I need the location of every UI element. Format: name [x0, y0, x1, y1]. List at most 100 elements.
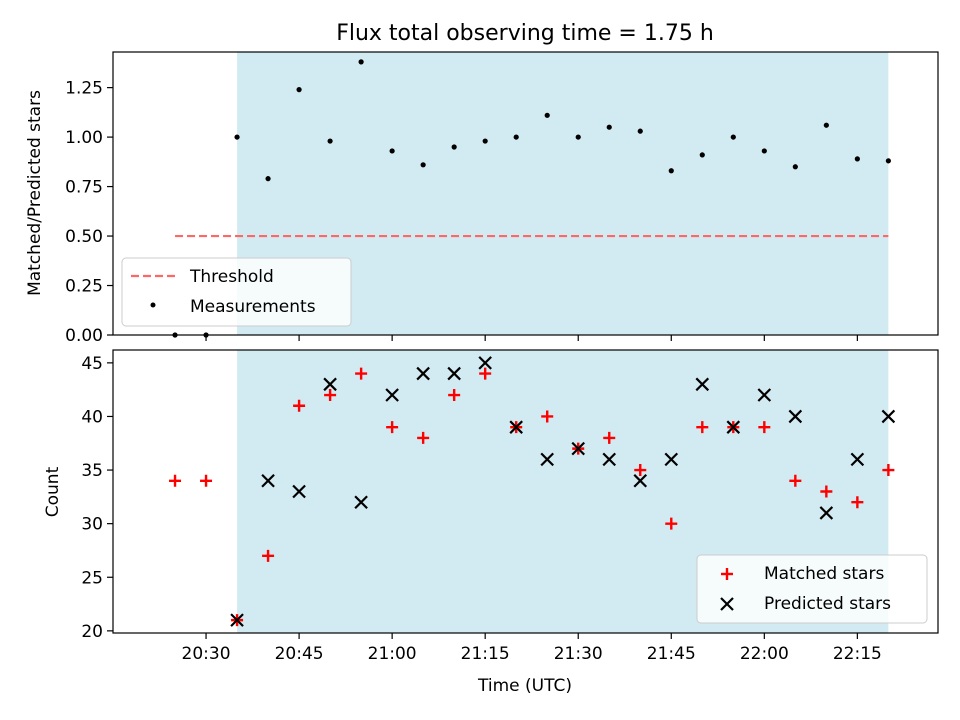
measurement-point — [730, 134, 736, 140]
x-tick-label: 21:45 — [647, 644, 696, 664]
top-legend-box — [121, 257, 352, 327]
x-tick-label: 21:15 — [461, 644, 510, 664]
legend-predicted-label: Predicted stars — [764, 594, 891, 614]
chart-title: Flux total observing time = 1.75 h — [336, 21, 714, 46]
bottom-y-tick-label: 35 — [81, 461, 103, 481]
legend-predicted-swatch — [720, 597, 734, 611]
matched-star-point — [386, 421, 399, 434]
predicted-star-point — [447, 366, 461, 381]
measurement-point — [389, 148, 395, 154]
matched-star-point — [479, 367, 492, 380]
predicted-star-point — [664, 452, 679, 467]
matched-star-point — [758, 421, 771, 434]
matched-star-point — [851, 496, 864, 509]
predicted-star-point — [261, 474, 275, 488]
legend-measurements-swatch — [150, 302, 156, 308]
measurement-point — [451, 144, 457, 150]
top-y-tick-label: 0.00 — [65, 326, 103, 346]
bottom-y-tick-label: 30 — [81, 515, 103, 535]
legend-matched-swatch — [721, 568, 733, 580]
measurement-point — [327, 138, 333, 144]
measurement-point — [420, 162, 426, 168]
top-legend: Threshold Measurements — [121, 257, 352, 327]
measurement-point — [606, 124, 612, 130]
predicted-star-point — [850, 452, 865, 467]
matched-star-point — [541, 410, 554, 423]
predicted-star-point — [354, 495, 368, 509]
matched-star-point — [634, 464, 647, 477]
measurement-point — [358, 59, 364, 65]
predicted-star-point — [788, 409, 803, 424]
measurement-point — [265, 176, 271, 182]
legend-measurements-label: Measurements — [190, 297, 316, 317]
bottom-axes-frame — [112, 349, 939, 634]
bottom-y-tick-label: 40 — [81, 407, 103, 427]
measurement-point — [761, 148, 767, 154]
x-tick-label: 20:30 — [182, 644, 231, 664]
measurement-point — [637, 128, 643, 134]
measurement-point — [823, 122, 829, 128]
bottom-legend: Matched stars Predicted stars — [696, 554, 928, 624]
measurement-point — [296, 87, 302, 93]
legend-threshold-label: Threshold — [189, 267, 274, 287]
measurement-point — [854, 156, 860, 162]
predicted-star-point — [633, 474, 648, 488]
legend-matched-label: Matched stars — [764, 564, 884, 584]
matched-star-point — [169, 474, 182, 487]
measurement-point — [513, 134, 519, 140]
predicted-star-point — [726, 420, 741, 434]
x-tick-label: 20:45 — [275, 644, 324, 664]
bottom-y-tick-label: 20 — [81, 622, 103, 642]
x-tick-label: 21:30 — [554, 644, 603, 664]
measurement-point — [575, 134, 581, 140]
x-tick-label: 22:15 — [833, 644, 882, 664]
matched-star-point — [789, 474, 802, 487]
measurement-point — [699, 152, 705, 158]
matched-star-point — [603, 431, 616, 444]
predicted-star-point — [881, 409, 896, 424]
matched-star-point — [417, 431, 430, 444]
measurement-point — [544, 112, 550, 118]
bottom-y-tick-label: 25 — [81, 568, 103, 588]
predicted-star-point — [757, 388, 772, 402]
bottom-legend-box — [696, 554, 928, 624]
measurement-point — [234, 134, 240, 140]
top-y-tick-label: 0.25 — [65, 277, 103, 297]
matched-star-point — [820, 485, 833, 498]
measurement-point — [482, 138, 488, 144]
predicted-star-point — [292, 484, 306, 499]
matched-star-point — [696, 421, 709, 434]
predicted-star-point — [571, 441, 586, 456]
matched-star-point — [882, 464, 895, 477]
x-tick-label: 21:00 — [368, 644, 417, 664]
predicted-star-point — [602, 452, 617, 467]
predicted-star-point — [509, 420, 523, 434]
predicted-star-point — [540, 452, 554, 467]
predicted-star-point — [416, 366, 430, 381]
matched-star-point — [665, 517, 678, 530]
predicted-star-point — [819, 506, 834, 520]
matched-star-point — [262, 549, 275, 562]
predicted-star-point — [478, 356, 492, 370]
predicted-star-point — [385, 388, 399, 402]
matched-star-point — [324, 389, 337, 402]
top-axes-frame — [112, 51, 939, 336]
top-y-tick-label: 1.00 — [65, 128, 103, 148]
predicted-star-point — [695, 377, 710, 392]
bottom-y-tick-label: 45 — [81, 354, 103, 374]
top-y-tick-label: 1.25 — [65, 79, 103, 99]
top-y-tick-label: 0.75 — [65, 178, 103, 198]
top-y-tick-label: 0.50 — [65, 227, 103, 247]
x-tick-label: 22:00 — [740, 644, 789, 664]
matched-star-point — [355, 367, 368, 380]
predicted-star-point — [323, 377, 337, 392]
matched-star-point — [200, 474, 213, 487]
matched-star-point — [448, 389, 461, 402]
matched-star-point — [293, 399, 306, 412]
measurement-point — [885, 158, 891, 164]
measurement-point — [792, 164, 798, 170]
bottom-y-axis-label: Count — [43, 466, 63, 517]
x-axis-label: Time (UTC) — [477, 676, 572, 696]
measurement-point — [668, 168, 674, 174]
